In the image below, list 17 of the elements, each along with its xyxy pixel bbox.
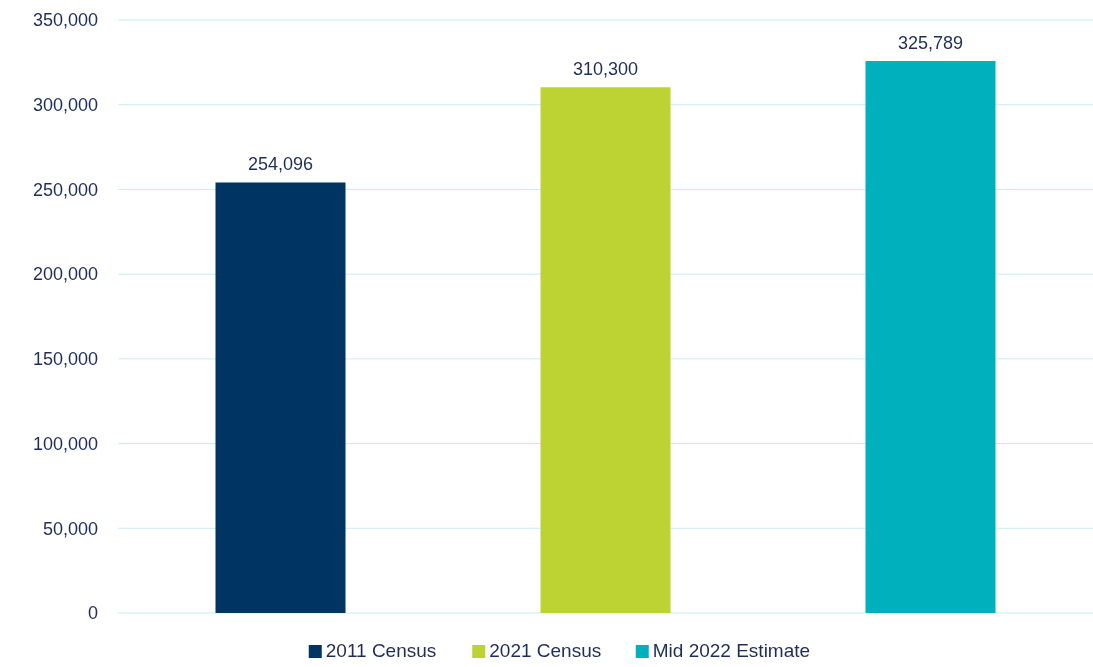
y-tick-label: 300,000 — [32, 95, 98, 116]
y-tick-label: 350,000 — [32, 10, 98, 31]
y-tick-label: 250,000 — [32, 179, 98, 200]
bar — [865, 61, 996, 613]
y-tick-label: 50,000 — [42, 518, 98, 539]
y-tick-label: 200,000 — [32, 264, 98, 285]
y-tick-label: 0 — [87, 603, 98, 624]
bar — [540, 87, 671, 613]
data-label: 310,300 — [572, 59, 639, 80]
legend-label: 2021 Census — [489, 640, 602, 661]
legend-label: Mid 2022 Estimate — [652, 640, 811, 661]
y-tick-label: 150,000 — [32, 349, 98, 370]
data-label: 325,789 — [897, 33, 964, 54]
bar — [215, 182, 346, 613]
legend-label: 2011 Census — [325, 640, 437, 661]
y-tick-label: 100,000 — [32, 433, 98, 454]
data-label: 254,096 — [247, 154, 314, 175]
